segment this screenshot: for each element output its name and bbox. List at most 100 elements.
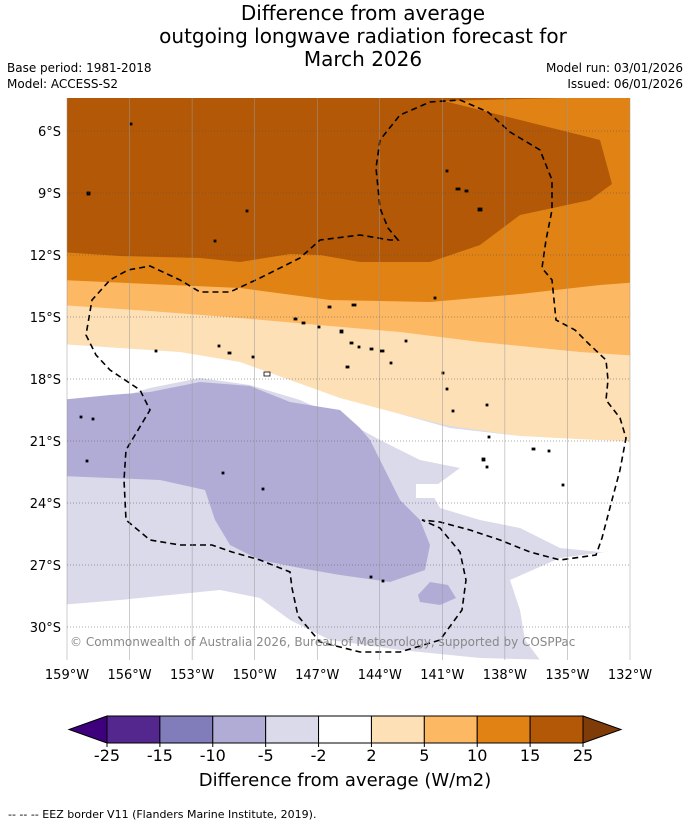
lat-tick-label: 27°S: [30, 559, 61, 574]
lon-tick-label: 132°W: [608, 668, 652, 683]
island: [217, 344, 221, 348]
colorbar-segment: [106, 715, 161, 744]
colorbar-segment: [423, 715, 478, 744]
colorbar-segment: [265, 715, 320, 744]
island: [485, 403, 489, 407]
colorbar-tick-label: 2: [366, 746, 376, 765]
island: [369, 575, 373, 579]
colorbar-segment: [159, 715, 214, 744]
band-dark-orange: [67, 98, 612, 262]
colorbar-segment: [476, 715, 531, 744]
lat-tick-label: 12°S: [30, 249, 61, 264]
latitude-labels: 6°S 9°S 12°S 15°S 18°S 21°S 24°S 27°S 30°S: [30, 125, 61, 636]
title-line-1: Difference from average: [240, 1, 486, 25]
island: [389, 361, 393, 365]
island: [369, 347, 374, 351]
island: [91, 417, 95, 421]
island: [339, 329, 344, 334]
lat-tick-label: 6°S: [38, 125, 61, 140]
colorbar-tick-label: -10: [200, 746, 226, 765]
islands: [79, 122, 565, 583]
band-light-purple-small: [418, 582, 456, 605]
colorbar-arrow-low: [67, 715, 108, 744]
colorbar-tick-label: 5: [419, 746, 429, 765]
island: [531, 447, 536, 451]
island: [345, 365, 350, 369]
island: [79, 415, 83, 419]
lon-tick-label: 159°W: [45, 668, 89, 683]
colorbar-label: Difference from average (W/m2): [198, 770, 492, 791]
island: [251, 355, 255, 359]
island: [547, 449, 551, 453]
island: [379, 349, 385, 353]
lat-tick-label: 30°S: [30, 621, 61, 636]
meta-left: Base period: 1981-2018 Model: ACCESS-S2: [7, 60, 152, 92]
island: [445, 387, 449, 391]
title-line-3: March 2026: [303, 47, 423, 71]
island: [445, 169, 449, 173]
island: [263, 371, 271, 377]
colorbar-tick-label: -5: [258, 746, 274, 765]
island: [317, 325, 321, 329]
island: [85, 459, 89, 463]
lon-tick-label: 135°W: [545, 668, 589, 683]
island: [129, 122, 133, 126]
band-light-purple: [67, 382, 430, 582]
colorbar-segment: [318, 715, 372, 744]
lat-tick-label: 18°S: [30, 373, 61, 388]
island: [477, 207, 483, 212]
lon-tick-label: 156°W: [107, 668, 151, 683]
base-period: Base period: 1981-2018: [7, 61, 152, 75]
eez-legend: -- -- -- EEZ border V11 (Flanders Marine…: [8, 808, 317, 821]
colorbar-segment: [370, 715, 425, 744]
colorbar-tick-label: -15: [147, 746, 173, 765]
island: [245, 209, 249, 213]
gridlines: [66, 98, 631, 660]
lat-tick-label: 15°S: [30, 311, 61, 326]
colorbar-arrow-high: [582, 715, 623, 744]
longitude-labels: 159°W 156°W 153°W 150°W 147°W 144°W 141°W 138°W…: [45, 668, 652, 683]
lon-tick-label: 144°W: [358, 668, 402, 683]
lon-tick-label: 141°W: [420, 668, 464, 683]
island: [487, 435, 491, 439]
band-white: [67, 344, 630, 552]
island: [213, 239, 217, 243]
lat-tick-label: 9°S: [38, 187, 61, 202]
model-run: Model run: 03/01/2026: [545, 61, 683, 75]
island: [481, 457, 486, 462]
meta-right: Model run: 03/01/2026 Issued: 06/01/2026: [546, 60, 683, 92]
issued-date: Issued: 06/01/2026: [567, 77, 683, 91]
colorbar-tick-label: 10: [467, 746, 487, 765]
lon-tick-label: 153°W: [170, 668, 214, 683]
lon-tick-label: 147°W: [295, 668, 339, 683]
eez-border: [85, 99, 627, 653]
colorbar: -25 -15 -10 -5 -2 2 5 10 15 25: [67, 715, 623, 765]
island: [293, 317, 298, 321]
lat-tick-label: 21°S: [30, 435, 61, 450]
island: [301, 321, 306, 325]
colorbar-segment: [529, 715, 584, 744]
model-name: Model: ACCESS-S2: [7, 77, 119, 91]
island: [261, 487, 265, 491]
colorbar-tick-label: -25: [94, 746, 120, 765]
island: [441, 371, 445, 375]
chart-title: Difference from average outgoing longwav…: [0, 2, 690, 71]
island: [381, 579, 385, 583]
colorbar-tick-label: 25: [573, 746, 593, 765]
band-white-south: [67, 550, 630, 660]
island: [221, 471, 225, 475]
lon-tick-label: 150°W: [233, 668, 277, 683]
copyright-text: © Commonwealth of Australia 2026, Bureau…: [70, 635, 575, 649]
colorbar-tick-label: 15: [520, 746, 540, 765]
island: [349, 341, 354, 345]
title-line-2: outgoing longwave radiation forecast for: [159, 24, 567, 48]
island: [351, 303, 357, 307]
island: [485, 465, 489, 469]
colorbar-tick-label: -2: [311, 746, 327, 765]
white-patch: [416, 484, 438, 498]
island: [404, 339, 408, 343]
island: [86, 191, 91, 196]
island: [455, 187, 461, 191]
island: [433, 296, 437, 300]
